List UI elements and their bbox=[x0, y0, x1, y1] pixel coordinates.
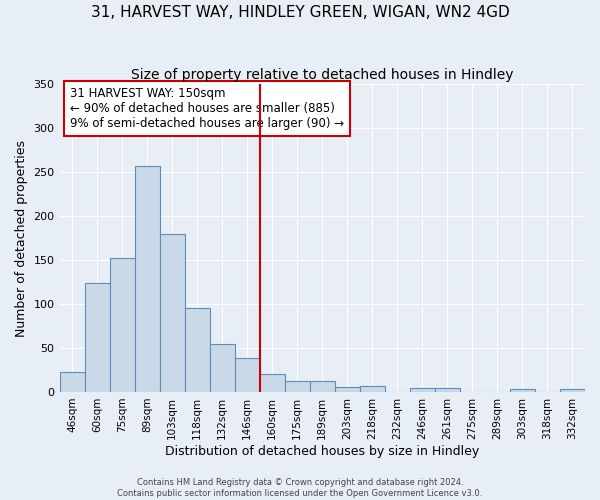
Bar bbox=[335, 386, 360, 392]
Bar bbox=[160, 234, 185, 392]
Bar bbox=[85, 283, 110, 392]
Text: 31, HARVEST WAY, HINDLEY GREEN, WIGAN, WN2 4GD: 31, HARVEST WAY, HINDLEY GREEN, WIGAN, W… bbox=[91, 5, 509, 20]
Text: 31 HARVEST WAY: 150sqm
← 90% of detached houses are smaller (885)
9% of semi-det: 31 HARVEST WAY: 150sqm ← 90% of detached… bbox=[70, 87, 344, 130]
Bar bbox=[209, 344, 235, 392]
Bar bbox=[435, 388, 460, 392]
X-axis label: Distribution of detached houses by size in Hindley: Distribution of detached houses by size … bbox=[165, 444, 479, 458]
Bar bbox=[310, 380, 335, 392]
Bar bbox=[285, 382, 310, 392]
Bar bbox=[260, 374, 285, 392]
Bar bbox=[410, 388, 435, 392]
Title: Size of property relative to detached houses in Hindley: Size of property relative to detached ho… bbox=[131, 68, 514, 82]
Text: Contains HM Land Registry data © Crown copyright and database right 2024.
Contai: Contains HM Land Registry data © Crown c… bbox=[118, 478, 482, 498]
Bar bbox=[360, 386, 385, 392]
Bar bbox=[185, 308, 209, 392]
Y-axis label: Number of detached properties: Number of detached properties bbox=[15, 140, 28, 336]
Bar bbox=[560, 390, 585, 392]
Bar bbox=[134, 166, 160, 392]
Bar bbox=[59, 372, 85, 392]
Bar bbox=[110, 258, 134, 392]
Bar bbox=[510, 390, 535, 392]
Bar bbox=[235, 358, 260, 392]
